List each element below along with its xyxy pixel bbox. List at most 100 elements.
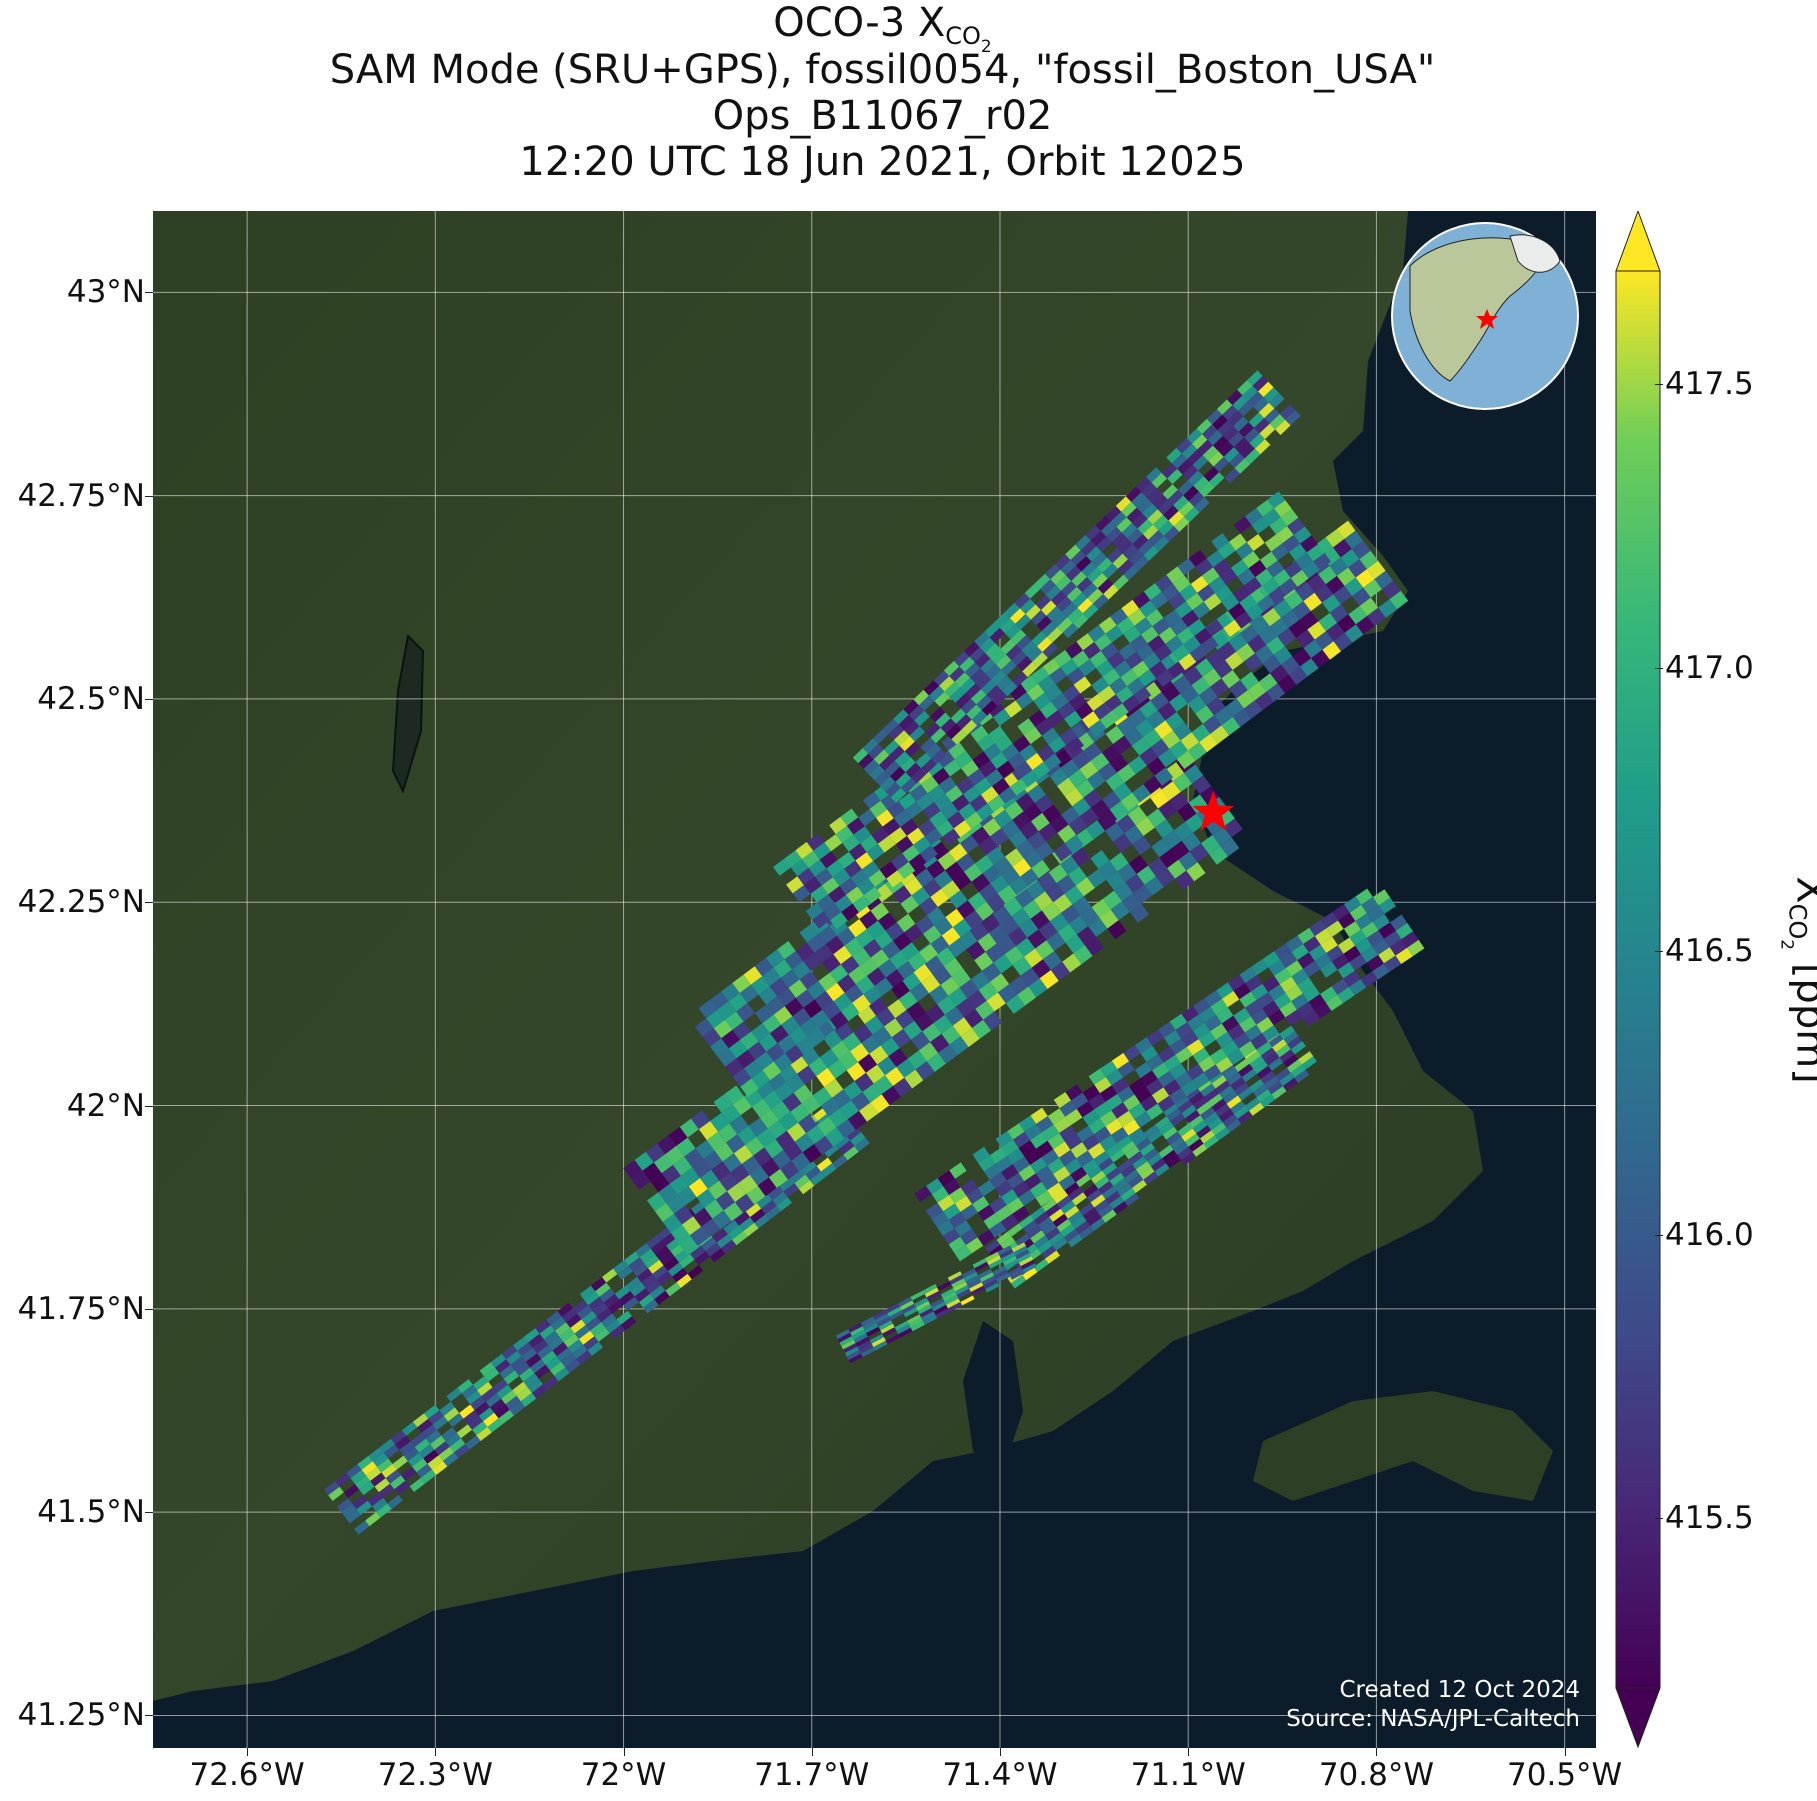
sounding-cell <box>965 1275 980 1286</box>
sounding-cell <box>1236 643 1255 662</box>
sounding-cell <box>979 883 998 902</box>
sounding-cell <box>1136 476 1152 493</box>
sounding-cell <box>868 996 888 1016</box>
sounding-cell <box>584 1291 600 1306</box>
sounding-cell <box>971 710 988 726</box>
sounding-cell <box>942 1228 961 1245</box>
sounding-cell <box>1221 670 1241 689</box>
sounding-cell <box>777 941 796 960</box>
sounding-cell <box>921 1311 936 1322</box>
sounding-cell <box>1253 1060 1269 1074</box>
colorbar-tick-label: 417.0 <box>1665 649 1754 686</box>
sounding-cell <box>841 903 860 921</box>
sounding-cell <box>950 687 966 703</box>
sounding-cell <box>1203 593 1222 611</box>
sounding-cell <box>654 1290 670 1305</box>
sounding-cell <box>1005 994 1025 1014</box>
sounding-cell <box>752 1098 772 1118</box>
sounding-cell <box>1152 617 1171 636</box>
sounding-cell <box>839 1140 855 1155</box>
map-panel[interactable]: Created 12 Oct 2024 Source: NASA/JPL-Cal… <box>153 211 1596 1748</box>
sounding-cell <box>867 967 886 986</box>
sounding-cell <box>1024 583 1041 599</box>
sounding-cell <box>387 1494 403 1510</box>
sounding-cell <box>1258 402 1275 419</box>
sounding-cell <box>1331 978 1349 995</box>
sounding-cell <box>1239 594 1258 612</box>
sounding-cell <box>1057 824 1077 843</box>
sounding-cell <box>1030 1132 1048 1149</box>
sounding-cell <box>1008 752 1026 770</box>
sounding-cell <box>1088 1093 1106 1110</box>
sounding-cell <box>710 1038 729 1057</box>
sounding-cell <box>1202 424 1218 440</box>
sounding-cell <box>941 880 961 899</box>
sounding-cell <box>463 1410 479 1425</box>
sounding-cell <box>927 784 946 803</box>
sounding-cell <box>960 1228 978 1246</box>
sounding-cell <box>1024 726 1042 745</box>
sounding-cell <box>1123 1094 1141 1111</box>
sounding-cell <box>904 741 921 757</box>
sounding-cell <box>1111 1077 1129 1094</box>
sounding-cell <box>722 1153 742 1173</box>
sounding-cell <box>951 794 970 812</box>
sounding-cell <box>862 738 879 754</box>
sounding-cell <box>1082 1084 1100 1102</box>
sounding-cell <box>1002 681 1018 697</box>
sounding-cell <box>1171 453 1188 469</box>
sounding-cell <box>721 1104 741 1124</box>
sounding-cell <box>825 982 845 1002</box>
sounding-cell <box>702 1028 722 1047</box>
sounding-cell <box>922 878 942 897</box>
sounding-cell <box>823 1143 839 1158</box>
sounding-cell <box>647 1192 667 1212</box>
sounding-cell <box>762 1061 782 1081</box>
sounding-cell <box>545 1356 561 1371</box>
sounding-cell <box>1181 1005 1199 1023</box>
sounding-cell <box>836 1119 856 1139</box>
sounding-cell <box>1382 580 1401 600</box>
sounding-cell <box>1016 635 1032 651</box>
sounding-cell <box>1279 1025 1295 1040</box>
sounding-cell <box>1268 984 1286 1001</box>
sounding-cell <box>673 1156 693 1176</box>
sounding-cell <box>983 1213 1001 1230</box>
sounding-cell <box>1293 526 1312 544</box>
sounding-cell <box>1018 1115 1037 1132</box>
sounding-cell <box>1168 510 1185 527</box>
sounding-cell <box>1024 1123 1042 1141</box>
sounding-cell <box>925 758 944 777</box>
sounding-cell <box>1124 727 1143 746</box>
sounding-cell <box>1039 701 1058 719</box>
sounding-cell <box>1196 418 1213 435</box>
sounding-cell <box>1213 456 1230 473</box>
sounding-cell <box>738 1174 758 1194</box>
sounding-cell <box>1300 535 1318 553</box>
sounding-cell <box>1080 907 1100 927</box>
sounding-cell <box>837 851 856 869</box>
sounding-cell <box>1004 946 1024 966</box>
sounding-cell <box>1087 869 1107 888</box>
sounding-cell <box>1109 754 1129 773</box>
sounding-cell <box>960 698 977 715</box>
sounding-cell <box>775 1130 795 1150</box>
sounding-cell <box>1211 533 1230 551</box>
sounding-cell <box>1183 485 1199 502</box>
sounding-cell <box>970 668 986 684</box>
sounding-cell <box>947 938 967 958</box>
sounding-cell <box>1107 547 1123 564</box>
sounding-cell <box>577 1305 593 1320</box>
sounding-cell <box>1242 385 1259 402</box>
sounding-cell <box>1185 813 1205 833</box>
sounding-cell <box>844 860 862 878</box>
sounding-cell <box>635 1243 651 1258</box>
sounding-cell <box>859 910 878 929</box>
sounding-cell <box>1378 922 1396 939</box>
sounding-cell <box>965 1237 984 1254</box>
sounding-cell <box>1064 1133 1083 1150</box>
sounding-cell <box>807 981 826 1000</box>
sounding-cell <box>1290 569 1309 587</box>
sounding-cell <box>871 826 890 844</box>
sounding-cell <box>1224 468 1241 484</box>
